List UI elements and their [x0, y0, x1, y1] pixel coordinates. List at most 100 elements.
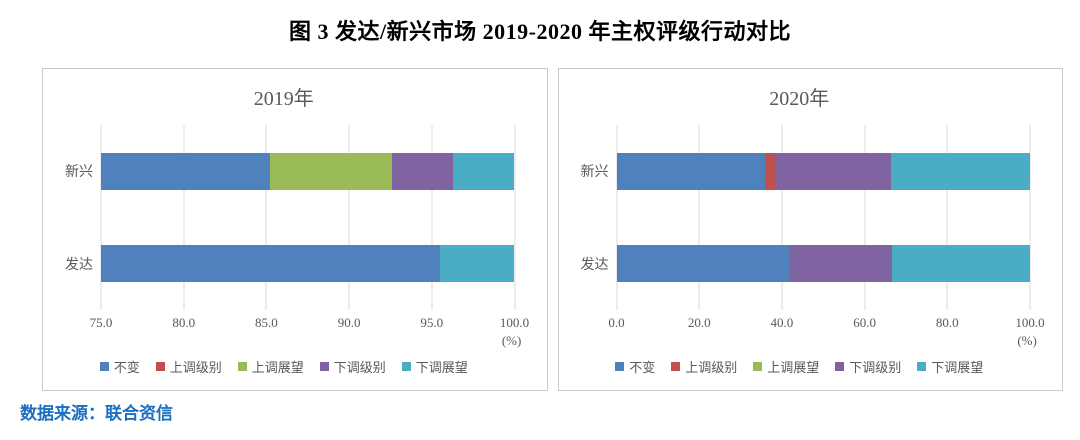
bar-segment	[616, 245, 789, 283]
x-axis-ticks: 0.0 20.0 40.0 60.0 80.0 100.0	[608, 315, 1044, 333]
page-title: 图 3 发达/新兴市场 2019-2020 年主权评级行动对比	[289, 19, 791, 44]
legend-item: 下调级别	[835, 357, 901, 376]
legend-label: 不变	[113, 360, 140, 375]
gridline	[183, 125, 185, 310]
source-note: 数据来源：联合资信	[20, 404, 173, 423]
bar-segment	[788, 245, 893, 283]
legend-swatch-icon	[155, 362, 165, 371]
bar-segment	[765, 152, 776, 190]
bar-segment	[616, 152, 766, 190]
legend-swatch-icon	[615, 362, 625, 371]
gridline	[616, 125, 617, 310]
chart-panel-2019: 2019年 新兴发达 75.0 80.0 85.0 90.0 95.0 100.0 (%)…	[42, 68, 548, 391]
gridline	[265, 125, 267, 310]
legend-item: 上调展望	[753, 357, 819, 376]
legend-swatch-icon	[917, 362, 927, 371]
legend-item: 下调展望	[401, 357, 468, 376]
legend-label: 上调级别	[685, 360, 738, 375]
legend-label: 上调级别	[169, 360, 222, 375]
unit-label: (%)	[1017, 333, 1037, 348]
legend-swatch-icon	[319, 362, 329, 371]
chart-title: 2020年	[769, 88, 830, 110]
chart-panel-2020: 2020年 新兴 发达 0.0 20.0 40.0 60.0 80.0 100.0 (%) …	[557, 68, 1063, 391]
gridline	[946, 125, 948, 310]
bar-track	[616, 245, 1031, 283]
bar-segment	[891, 152, 1030, 190]
bar-segment	[392, 152, 454, 190]
chart-body: 新兴发达 75.0 80.0 85.0 90.0 95.0 100.0 (%)	[53, 125, 530, 349]
x-tick-label: 100.0	[1015, 315, 1045, 330]
legend-item: 下调展望	[917, 357, 983, 376]
x-tick-label: 20.0	[687, 315, 711, 330]
legend-swatch-icon	[835, 362, 845, 371]
plot-column: 75.0 80.0 85.0 90.0 95.0 100.0 (%)	[90, 125, 530, 349]
legend-item: 上调展望	[237, 357, 304, 376]
legend-label: 下调级别	[333, 360, 386, 375]
x-tick-label: 75.0	[89, 315, 113, 330]
x-tick-label: 80.0	[935, 315, 959, 330]
legend-label: 上调展望	[251, 360, 304, 375]
category-axis: 新兴 发达	[569, 125, 617, 310]
category-label: 新兴	[65, 165, 93, 181]
bar-track	[101, 245, 515, 283]
bar-segment	[101, 152, 270, 190]
gridline	[431, 125, 433, 310]
plot-area	[100, 125, 515, 311]
x-tick-label: 90.0	[337, 315, 361, 330]
legend: 不变 上调级别 上调展望 下调级别 下调展望	[569, 357, 1031, 376]
legend-swatch-icon	[753, 362, 763, 371]
chart-title: 2019年	[253, 88, 314, 110]
bar-segment	[101, 245, 441, 283]
category-label: 发达	[580, 257, 609, 273]
legend-swatch-icon	[671, 362, 681, 371]
gridline	[698, 125, 700, 310]
x-tick-label: 80.0	[172, 315, 196, 330]
gridline	[100, 125, 102, 310]
gridline	[864, 125, 866, 310]
legend: 不变 上调级别 上调展望 下调级别 下调展望	[53, 357, 515, 376]
plot-column: 0.0 20.0 40.0 60.0 80.0 100.0 (%)	[608, 125, 1045, 349]
gridline	[1029, 125, 1031, 310]
gridline	[781, 125, 783, 310]
bar-row	[616, 125, 1031, 218]
unit-label: (%)	[501, 333, 522, 348]
category-label: 发达	[65, 257, 93, 273]
legend-item: 不变	[615, 357, 655, 376]
category-label: 新兴	[580, 165, 609, 181]
charts-container: 2019年 新兴发达 75.0 80.0 85.0 90.0 95.0 100.0 (%)…	[42, 68, 1063, 391]
legend-swatch-icon	[237, 362, 247, 371]
bar-segment	[453, 152, 515, 190]
legend-item: 下调级别	[319, 357, 386, 376]
x-tick-label: 95.0	[420, 315, 444, 330]
bar-row	[101, 125, 515, 218]
legend-label: 不变	[629, 360, 656, 375]
gridline	[514, 125, 515, 310]
bar-track	[101, 152, 515, 190]
bar-segment	[892, 245, 1030, 283]
legend-item: 上调级别	[671, 357, 737, 376]
gridline	[348, 125, 350, 310]
chart-body: 新兴发达 0.0 20.0 40.0 60.0 80.0 100.0 (%)	[569, 125, 1045, 349]
legend-item: 不变	[99, 357, 140, 376]
x-tick-label: 0.0	[608, 315, 625, 330]
x-tick-label: 60.0	[853, 315, 876, 330]
bar-segment	[269, 152, 393, 190]
x-axis-ticks: 75.0 80.0 85.0 90.0 95.0 100.0	[90, 315, 530, 333]
category-axis: 新兴 发达	[53, 125, 101, 310]
plot-area	[616, 125, 1031, 310]
legend-item: 上调级别	[155, 357, 222, 376]
legend-label: 下调级别	[849, 360, 902, 375]
bar-row	[101, 218, 515, 311]
x-axis-unit: (%)	[101, 333, 522, 349]
bar-segment	[775, 152, 892, 190]
x-tick-label: 40.0	[770, 315, 794, 330]
bar-segment	[440, 245, 515, 283]
x-axis-unit: (%)	[617, 333, 1036, 349]
legend-label: 下调展望	[931, 360, 984, 375]
bar-track	[616, 152, 1031, 190]
legend-label: 上调展望	[767, 360, 820, 375]
x-tick-label: 85.0	[255, 315, 278, 330]
legend-label: 下调展望	[415, 360, 468, 375]
legend-swatch-icon	[401, 362, 411, 371]
x-tick-label: 100.0	[499, 315, 530, 330]
